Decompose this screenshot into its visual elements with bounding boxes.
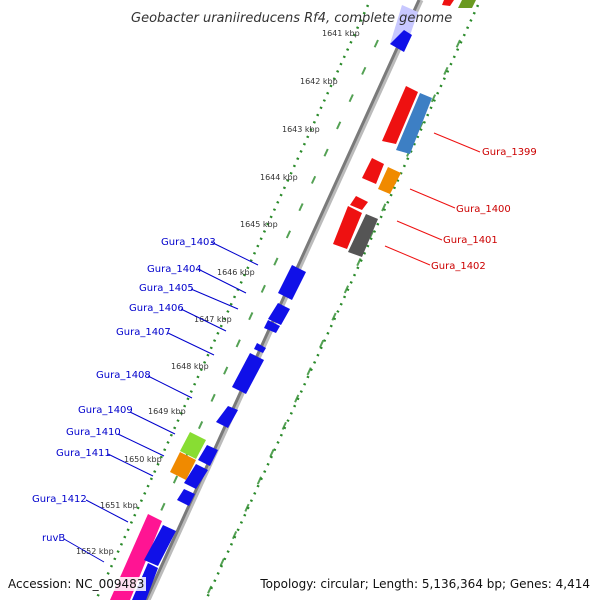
- label-connector: [396, 220, 443, 241]
- tick-label: 1645 kbp: [240, 220, 278, 229]
- tick-label: 1642 kbp: [300, 77, 338, 86]
- tick-label: 1651 kbp: [100, 501, 138, 510]
- topology-label: Topology: circular; Length: 5,136,364 bp…: [258, 577, 592, 591]
- gene-feature[interactable]: [184, 464, 208, 489]
- gene-feature[interactable]: [348, 214, 378, 257]
- gene-feature[interactable]: [382, 86, 418, 144]
- backbone: [144, 0, 421, 600]
- gene-feature[interactable]: [254, 343, 266, 353]
- tick-label: 1643 kbp: [282, 125, 320, 134]
- gene-label[interactable]: Gura_1411: [56, 448, 111, 459]
- label-connector: [197, 268, 247, 294]
- tick-label: 1641 kbp: [322, 29, 360, 38]
- label-connector: [180, 308, 227, 332]
- label-connector: [384, 245, 431, 266]
- gene-feature[interactable]: [350, 196, 368, 210]
- gene-label[interactable]: Gura_1405: [139, 283, 194, 294]
- label-connector: [409, 188, 456, 209]
- gene-feature[interactable]: [264, 320, 280, 333]
- backbone-shadow: [145, 0, 424, 600]
- label-connector: [63, 538, 105, 563]
- label-connector: [85, 499, 129, 523]
- gene-label[interactable]: Gura_1402: [431, 261, 486, 272]
- inner-dotted-ring: [94, 4, 370, 600]
- forward-labels: Gura_1399 Gura_1400 Gura_1401 Gura_1402: [384, 132, 537, 272]
- tick-label: 1647 kbp: [194, 315, 232, 324]
- map-title: Geobacter uraniireducens Rf4, complete g…: [131, 11, 452, 26]
- label-connector: [167, 332, 215, 356]
- gene-feature[interactable]: [144, 525, 176, 566]
- gene-feature[interactable]: [268, 303, 290, 325]
- gene-label[interactable]: Gura_1403: [161, 237, 216, 248]
- tick-labels: 1641 kbp 1642 kbp 1643 kbp 1644 kbp 1645…: [76, 29, 360, 556]
- reverse-labels: Gura_1403 Gura_1404 Gura_1405 Gura_1406 …: [32, 237, 259, 563]
- gene-label[interactable]: Gura_1399: [482, 147, 537, 158]
- tick-label: 1644 kbp: [260, 173, 298, 182]
- gene-feature[interactable]: [362, 158, 384, 184]
- gene-feature[interactable]: [177, 489, 195, 506]
- forward-track-ring: [204, 39, 461, 600]
- label-connector: [190, 288, 239, 310]
- gene-label[interactable]: Gura_1406: [129, 303, 184, 314]
- gene-label[interactable]: Gura_1409: [78, 405, 133, 416]
- tick-label: 1649 kbp: [148, 407, 186, 416]
- tick-label: 1648 kbp: [171, 362, 209, 371]
- gene-label[interactable]: Gura_1404: [147, 264, 202, 275]
- gene-label[interactable]: ruvB: [42, 533, 65, 544]
- label-connector: [433, 132, 481, 153]
- gene-feature[interactable]: [458, 0, 476, 8]
- gene-feature[interactable]: [216, 406, 238, 428]
- gene-feature[interactable]: [390, 30, 412, 52]
- label-connector: [210, 241, 259, 266]
- gene-label[interactable]: Gura_1400: [456, 204, 511, 215]
- gene-label[interactable]: Gura_1401: [443, 235, 498, 246]
- forward-features: [333, 0, 476, 257]
- label-connector: [117, 433, 165, 457]
- gene-label[interactable]: Gura_1412: [32, 494, 87, 505]
- label-connector: [107, 453, 154, 477]
- reverse-track-ring: [119, 39, 379, 600]
- outer-dotted-ring: [204, 4, 480, 600]
- gene-feature[interactable]: [170, 452, 196, 480]
- gene-label[interactable]: Gura_1410: [66, 427, 121, 438]
- tick-label: 1652 kbp: [76, 547, 114, 556]
- gene-feature[interactable]: [232, 353, 264, 394]
- accession-label: Accession: NC_009483: [6, 577, 147, 591]
- gene-feature[interactable]: [378, 167, 401, 194]
- gene-feature[interactable]: [396, 93, 432, 154]
- tick-label: 1646 kbp: [217, 268, 255, 277]
- gene-feature[interactable]: [198, 445, 218, 466]
- gene-feature[interactable]: [278, 265, 306, 300]
- gene-feature[interactable]: [180, 432, 206, 459]
- gene-feature[interactable]: [442, 0, 454, 6]
- label-connector: [129, 411, 176, 435]
- label-connector: [147, 375, 193, 399]
- gene-label[interactable]: Gura_1407: [116, 327, 171, 338]
- gene-label[interactable]: Gura_1408: [96, 370, 151, 381]
- tick-label: 1650 kbp: [124, 455, 162, 464]
- gene-feature[interactable]: [333, 206, 362, 249]
